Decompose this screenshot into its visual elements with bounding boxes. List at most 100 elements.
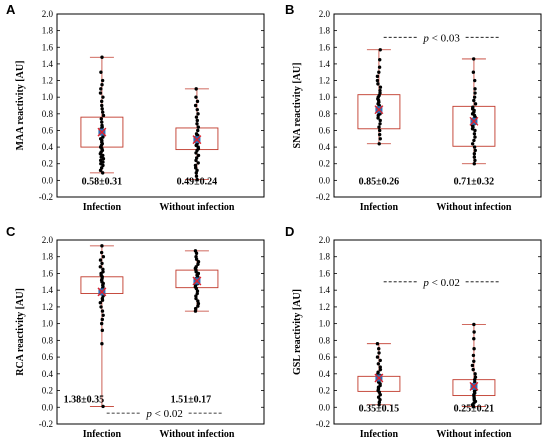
y-tick-label: 0.2 xyxy=(319,159,330,169)
data-point xyxy=(472,152,477,156)
y-tick-label: -0.2 xyxy=(39,192,53,202)
data-point xyxy=(376,395,381,399)
category-label: Infection xyxy=(360,429,399,440)
y-tick-label: 0.8 xyxy=(319,335,331,345)
p-value-annotation: p < 0.02 xyxy=(145,408,182,420)
y-tick-label: 1.0 xyxy=(42,92,54,102)
data-point xyxy=(378,88,382,93)
data-point xyxy=(100,244,104,248)
data-point xyxy=(101,267,105,271)
y-tick-label: 0.4 xyxy=(319,142,331,152)
data-point xyxy=(471,105,475,109)
data-point xyxy=(471,353,476,358)
data-point xyxy=(472,98,476,103)
data-point xyxy=(100,103,104,108)
data-point xyxy=(473,148,477,153)
y-tick-label: 0.2 xyxy=(319,386,330,396)
data-point xyxy=(193,166,198,170)
y-tick-label: 0.2 xyxy=(42,159,53,169)
data-point xyxy=(375,355,380,359)
data-point xyxy=(196,125,201,129)
data-point xyxy=(99,250,104,255)
data-point xyxy=(101,153,105,158)
y-axis-label: RCA reactivity [AU] xyxy=(15,288,26,376)
data-point xyxy=(472,162,476,166)
data-point xyxy=(471,57,476,61)
data-point xyxy=(378,365,382,369)
stat-label: 0.58±0.31 xyxy=(82,177,123,188)
data-point xyxy=(194,265,198,269)
data-point xyxy=(194,115,199,119)
data-point xyxy=(472,336,476,341)
data-point xyxy=(378,48,382,52)
panel-letter: D xyxy=(285,224,294,239)
category-label: Infection xyxy=(83,202,122,213)
data-point xyxy=(473,102,478,106)
data-point xyxy=(473,78,477,83)
data-point xyxy=(98,258,103,262)
plot-frame xyxy=(56,13,265,198)
data-point xyxy=(100,171,105,175)
y-tick-label: 1.4 xyxy=(319,285,331,295)
data-point xyxy=(101,255,106,259)
data-point xyxy=(376,370,380,374)
y-tick-label: 0.8 xyxy=(319,109,331,119)
data-point xyxy=(470,142,475,146)
data-point xyxy=(375,74,380,79)
data-point xyxy=(100,317,104,322)
data-point xyxy=(377,347,381,351)
data-point xyxy=(473,158,477,163)
stat-label: 0.85±0.26 xyxy=(359,177,400,188)
data-point xyxy=(195,118,199,123)
y-tick-label: 1.8 xyxy=(319,26,331,36)
box-without-infection: 0.25±0.21 Without infection xyxy=(436,322,512,440)
panel-b: B -0.2 0.0 0.2 0.4 0.6 0.8 1.0 1.2 1.4 1.6 1.8 2.0 SN… xyxy=(285,2,542,213)
y-tick-label: 2.0 xyxy=(42,235,54,245)
data-point xyxy=(378,122,382,126)
y-tick-label: 1.8 xyxy=(42,26,54,36)
data-point xyxy=(193,309,198,313)
data-point xyxy=(101,95,105,99)
y-tick-label: 1.2 xyxy=(319,302,330,312)
data-point xyxy=(194,294,198,298)
data-point xyxy=(98,265,103,269)
panel-d: D -0.2 0.0 0.2 0.4 0.6 0.8 1.0 1.2 1.4 1.6 1.8 2.0 GS… xyxy=(285,224,542,440)
data-point xyxy=(196,260,201,264)
category-label: Infection xyxy=(360,202,399,213)
mean-cross xyxy=(192,135,202,145)
category-label: Infection xyxy=(83,429,122,440)
y-tick-label: 1.0 xyxy=(319,319,331,329)
mean-cross xyxy=(97,127,107,137)
data-point xyxy=(470,363,475,368)
stat-label: 0.25±0.21 xyxy=(454,403,495,414)
data-point xyxy=(377,142,381,146)
data-point xyxy=(194,156,199,160)
data-point xyxy=(194,95,198,99)
data-point xyxy=(100,107,104,111)
data-point xyxy=(377,70,381,74)
y-tick-label: 0.0 xyxy=(319,175,331,185)
y-tick-label: 0.8 xyxy=(42,109,54,119)
data-point xyxy=(471,367,475,372)
y-tick-label: 2.0 xyxy=(42,9,54,19)
panel-letter: C xyxy=(6,224,16,239)
category-label: Without infection xyxy=(159,429,235,440)
y-tick-label: 1.6 xyxy=(319,268,331,278)
data-point xyxy=(100,78,105,83)
data-point xyxy=(100,55,104,59)
data-point xyxy=(100,123,104,128)
data-point xyxy=(194,87,198,91)
panel-c: C -0.2 0.0 0.2 0.4 0.6 0.8 1.0 1.2 1.4 1.6 1.8 2.0 RC… xyxy=(6,224,265,440)
data-point xyxy=(100,342,104,346)
data-point xyxy=(196,299,200,303)
panel-a: A -0.2 0.0 0.2 0.4 0.6 0.8 1.0 1.2 1.4 1.6 1.8 2.0 MA… xyxy=(6,2,265,213)
category-label: Without infection xyxy=(436,429,512,440)
data-point xyxy=(99,166,104,170)
data-point xyxy=(98,301,103,305)
y-tick-label: 1.2 xyxy=(319,76,330,86)
data-point xyxy=(100,309,105,313)
data-point xyxy=(193,249,198,253)
y-tick-label: 0.6 xyxy=(319,352,331,362)
data-point xyxy=(377,128,382,133)
y-tick-label: 0.6 xyxy=(42,125,54,135)
